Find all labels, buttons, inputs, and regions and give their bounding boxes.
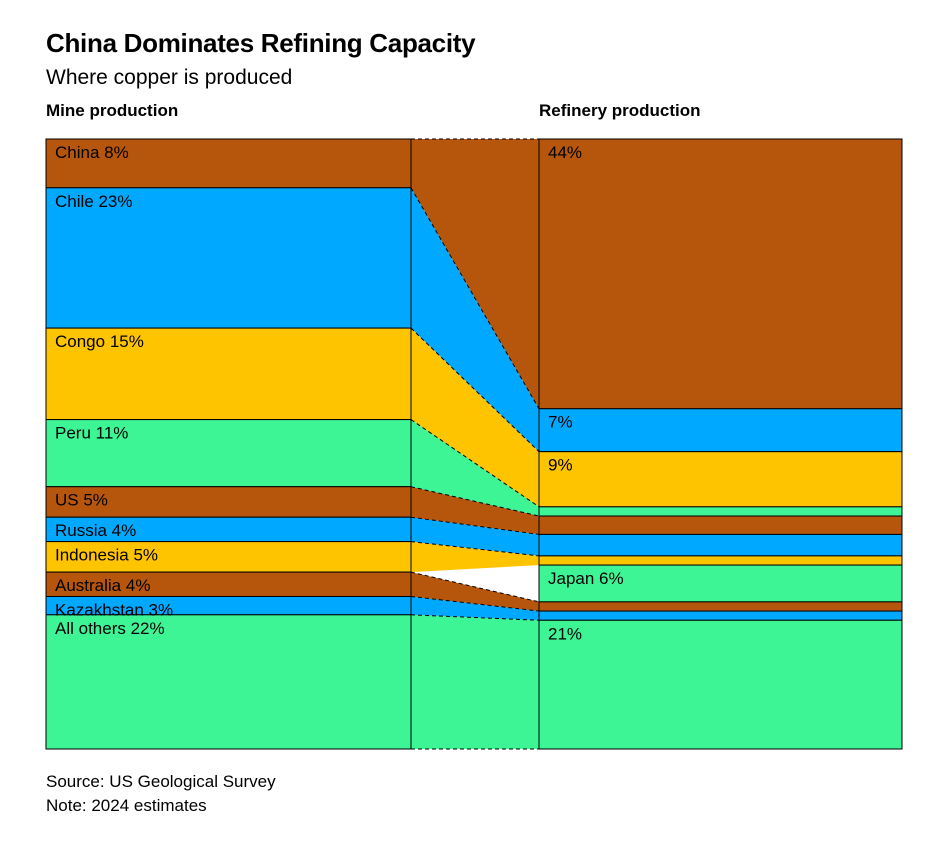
flow-kazakhstan xyxy=(411,596,539,621)
flow-us xyxy=(411,486,539,535)
flow-congo xyxy=(411,328,539,507)
flow-top-us-line xyxy=(410,486,540,517)
flow-peru xyxy=(411,419,539,517)
mine-label-australia: Australia 4% xyxy=(55,576,150,595)
flow-top-peru-line xyxy=(410,419,540,508)
flow-top-chile-line xyxy=(410,187,540,409)
refinery-production-header: Refinery production xyxy=(539,101,701,120)
mine-label-us: US 5% xyxy=(55,491,108,510)
mine-segment-russia xyxy=(45,516,412,543)
flow-top-kazakhstan-line xyxy=(410,596,540,612)
mine-segment-congo xyxy=(45,327,412,421)
flow-australia xyxy=(411,572,539,612)
refinery-segment-russia xyxy=(538,533,903,557)
refinery-label-congo: 9% xyxy=(548,456,573,475)
flow-top-indonesia-line xyxy=(410,541,540,557)
refinery-segment-kazakhstan xyxy=(538,610,903,621)
mine-segment-all-others xyxy=(45,614,412,750)
mine-label-peru: Peru 11% xyxy=(55,424,128,443)
refinery-segment-indonesia xyxy=(538,555,903,566)
mine-label-all-others: All others 22% xyxy=(55,619,165,638)
mine-segment-indonesia xyxy=(45,541,412,573)
mine-segment-china xyxy=(45,138,412,189)
flow-chile xyxy=(411,187,539,452)
mine-segment-peru xyxy=(45,419,412,488)
refinery-segment-australia xyxy=(538,601,903,612)
refinery-segment-china xyxy=(538,138,903,410)
segment-labels: China 8% Chile 23% Congo 15% Peru 11% US 5% R… xyxy=(55,143,624,643)
mine-label-congo: Congo 15% xyxy=(55,332,144,351)
flow-russia xyxy=(411,517,539,556)
flow-indonesia xyxy=(411,541,539,573)
refinery-segment-congo xyxy=(538,451,903,508)
refinery-label-chile: 7% xyxy=(548,413,573,432)
refinery-segment-chile xyxy=(538,408,903,453)
mine-label-russia: Russia 4% xyxy=(55,521,136,540)
source-note: Source: US Geological Survey xyxy=(46,772,276,791)
refinery-segment-peru xyxy=(538,506,903,517)
flow-connectors xyxy=(410,138,540,750)
refinery-label-all-others: 21% xyxy=(548,624,582,643)
bar-segments xyxy=(45,138,903,750)
mine-segment-us xyxy=(45,486,412,518)
mine-label-kazakhstan: Kazakhstan 3% xyxy=(55,601,173,620)
refinery-segment-japan xyxy=(538,564,903,603)
chart-title: China Dominates Refining Capacity xyxy=(46,28,476,58)
refinery-segment-us xyxy=(538,515,903,535)
chart-subtitle: Where copper is produced xyxy=(46,66,293,89)
refinery-segment-all-others xyxy=(538,619,903,750)
mine-segment-chile xyxy=(45,187,412,329)
mine-label-indonesia: Indonesia 5% xyxy=(55,546,158,565)
flow-top-australia-line xyxy=(410,571,540,603)
flow-top-congo-line xyxy=(410,327,540,453)
refinery-label-japan: Japan 6% xyxy=(548,569,624,588)
flow-china xyxy=(411,139,539,409)
mine-segment-australia xyxy=(45,571,412,597)
flow-top-all-others-line xyxy=(410,614,540,621)
flow-top-russia-line xyxy=(410,516,540,535)
mine-label-china: China 8% xyxy=(55,143,129,162)
flow-all-others xyxy=(411,614,539,749)
mine-production-header: Mine production xyxy=(46,101,179,120)
mine-label-chile: Chile 23% xyxy=(55,192,133,211)
refinery-label-china: 44% xyxy=(548,143,582,162)
estimates-note: Note: 2024 estimates xyxy=(46,796,207,815)
